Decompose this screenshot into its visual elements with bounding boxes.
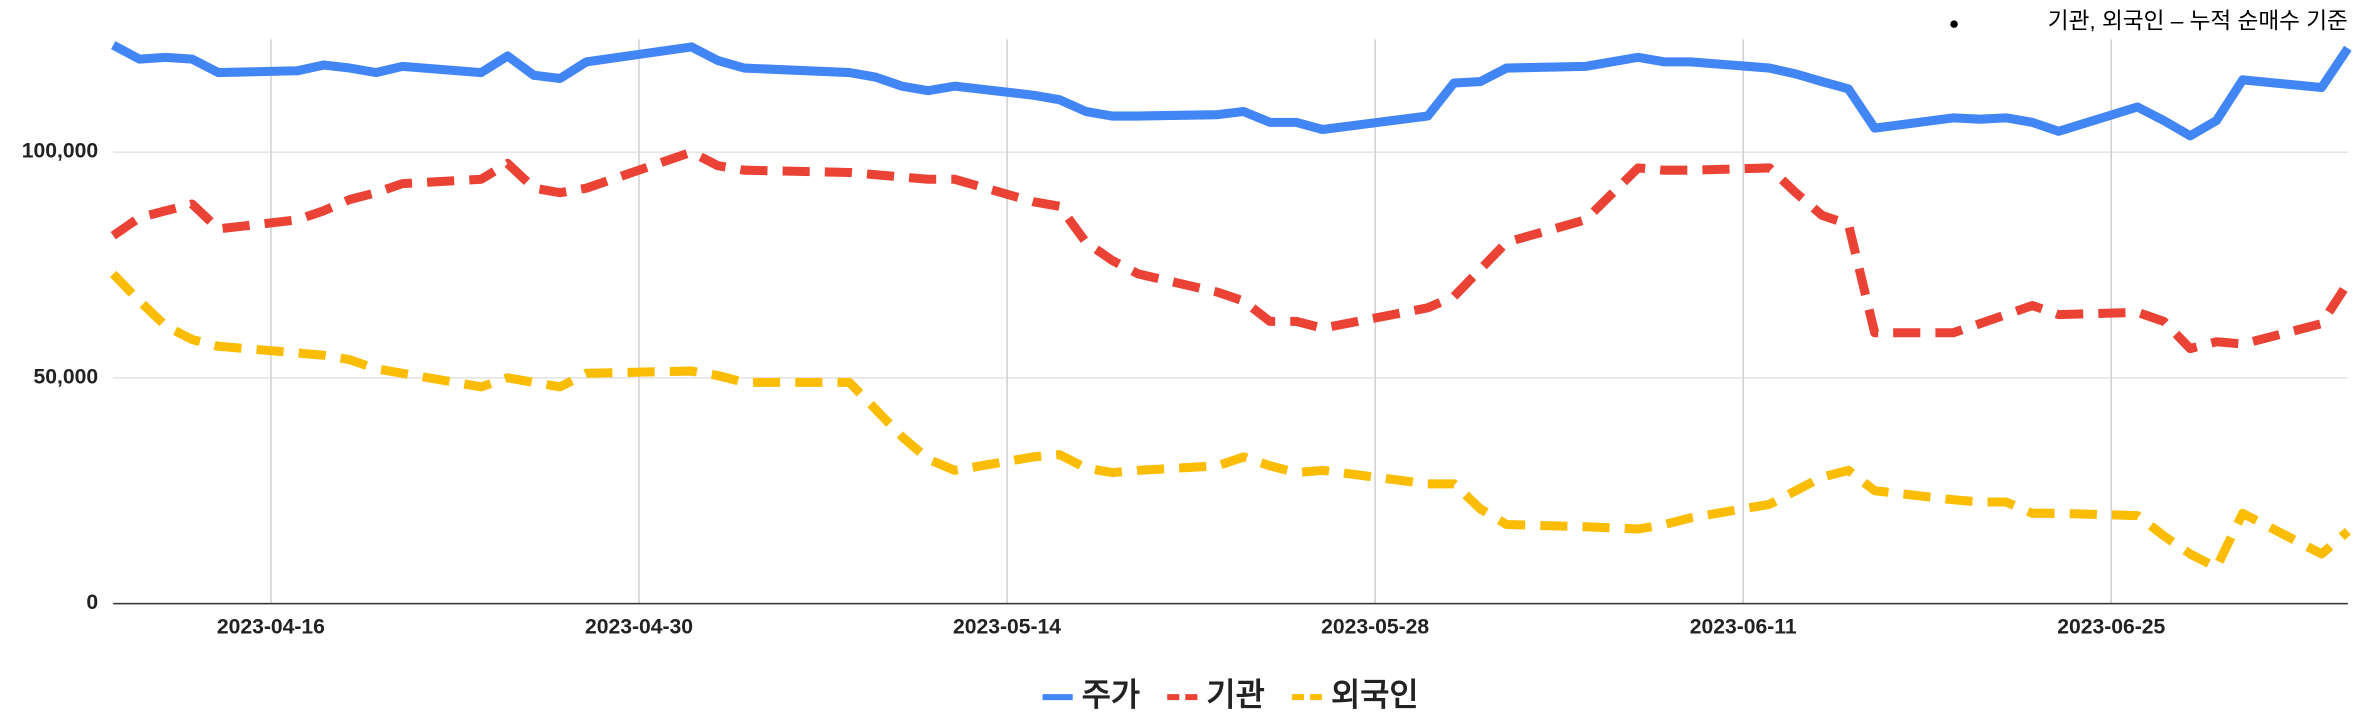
- annotation: 기관, 외국인 – 누적 순매수 기준: [2048, 9, 2348, 34]
- y-tick-label: 100,000: [22, 140, 98, 163]
- bullet: [1950, 20, 1958, 28]
- legend-label: 외국인: [1331, 676, 1418, 712]
- x-tick-label: 2023-06-11: [1690, 615, 1797, 638]
- legend-label: 주가: [1082, 676, 1140, 712]
- x-tick-label: 2023-06-25: [2057, 615, 2165, 638]
- x-tick-label: 2023-04-30: [585, 615, 693, 638]
- x-tick-label: 2023-04-16: [217, 615, 325, 638]
- x-tick-label: 2023-05-28: [1321, 615, 1429, 638]
- y-tick-label: 50,000: [34, 365, 99, 388]
- line-series: [111, 41, 2352, 141]
- y-tick-label: 0: [86, 591, 98, 614]
- line-series: [109, 270, 2351, 573]
- legend-label: 기관: [1206, 676, 1264, 712]
- line-series: [110, 147, 2352, 354]
- x-tick-label: 2023-05-14: [953, 615, 1061, 638]
